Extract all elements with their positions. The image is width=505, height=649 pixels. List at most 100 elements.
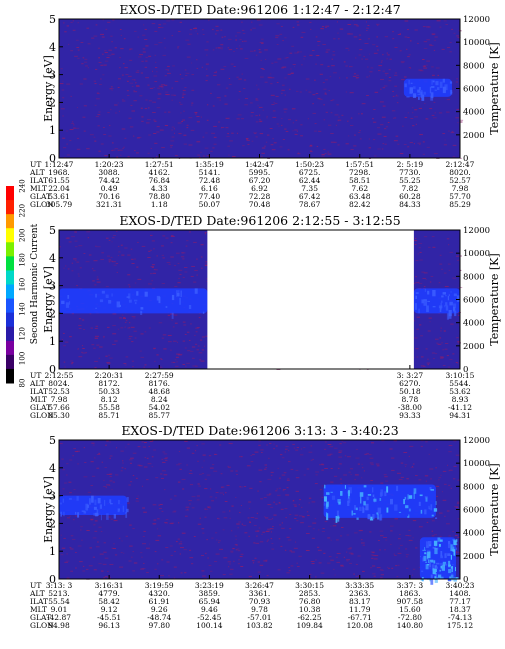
noise-speck <box>405 466 407 467</box>
noise-speck <box>89 547 92 549</box>
emission-pixel <box>430 92 434 99</box>
noise-speck <box>270 83 273 85</box>
noise-speck <box>259 119 261 121</box>
noise-speck <box>349 33 353 35</box>
noise-speck <box>426 39 430 41</box>
noise-speck <box>369 531 372 533</box>
footer-cell: 76.84 <box>149 176 171 185</box>
noise-speck <box>399 50 402 52</box>
noise-speck <box>195 30 197 32</box>
noise-speck <box>279 477 281 479</box>
noise-speck <box>404 464 408 466</box>
noise-speck <box>171 35 173 37</box>
emission-pixel <box>93 512 97 516</box>
emission-pixel <box>448 294 450 297</box>
noise-speck <box>75 515 78 517</box>
noise-speck <box>165 457 168 459</box>
noise-speck <box>66 25 69 27</box>
footer-cell: 15.60 <box>399 605 421 614</box>
noise-speck <box>408 54 411 56</box>
y2-tick-label: 10000 <box>463 459 490 469</box>
emission-pixel <box>452 546 455 552</box>
noise-speck <box>407 56 410 58</box>
noise-speck <box>151 267 154 268</box>
emission-pixel <box>417 89 421 93</box>
noise-speck <box>181 121 183 122</box>
noise-speck <box>335 124 338 126</box>
noise-speck <box>136 85 140 87</box>
noise-speck <box>447 263 451 265</box>
noise-speck <box>322 82 325 84</box>
noise-speck <box>249 521 251 523</box>
noise-speck <box>155 61 157 63</box>
noise-speck <box>135 71 140 73</box>
noise-speck <box>320 572 325 574</box>
noise-speck <box>227 466 231 468</box>
noise-speck <box>110 150 114 152</box>
noise-speck <box>112 313 117 315</box>
noise-speck <box>270 471 274 473</box>
noise-speck <box>123 317 126 319</box>
emission-pixel <box>428 559 430 563</box>
noise-speck <box>325 27 327 28</box>
noise-speck <box>68 241 72 243</box>
noise-speck <box>193 536 196 537</box>
noise-speck <box>264 464 267 466</box>
noise-speck <box>176 252 180 254</box>
colorbar-title: Second Harmonic Current <box>30 223 40 344</box>
y-tick-label: 5 <box>49 13 56 26</box>
noise-speck <box>370 480 373 481</box>
noise-speck <box>228 83 232 85</box>
noise-speck <box>444 330 446 332</box>
noise-speck <box>272 110 276 112</box>
footer-cell: 50.33 <box>98 387 120 396</box>
noise-speck <box>439 254 442 256</box>
emission-pixel <box>424 288 426 292</box>
y2-tick-label: 6000 <box>463 506 485 516</box>
noise-speck <box>128 335 133 337</box>
noise-speck <box>417 142 421 144</box>
noise-speck <box>63 22 65 24</box>
noise-speck <box>160 477 164 479</box>
y2-axis-label: Temperature [K] <box>488 253 501 345</box>
noise-speck <box>84 61 88 63</box>
noise-speck <box>103 337 105 339</box>
emission-pixel <box>372 487 374 493</box>
noise-speck <box>148 446 151 447</box>
noise-speck <box>358 574 360 576</box>
footer-cell: 6.92 <box>251 184 268 193</box>
noise-speck <box>227 561 232 563</box>
noise-speck <box>139 465 143 467</box>
noise-speck <box>206 155 211 157</box>
noise-speck <box>426 146 430 148</box>
colorbar-swatch <box>6 186 14 201</box>
y-axis-label: Energy [eV] <box>42 476 55 543</box>
noise-speck <box>330 141 335 143</box>
noise-speck <box>397 143 400 145</box>
noise-speck <box>243 40 247 42</box>
emission-pixel <box>62 498 64 503</box>
noise-speck <box>74 231 77 233</box>
noise-speck <box>150 249 152 251</box>
noise-speck <box>140 356 145 358</box>
noise-speck <box>137 241 139 243</box>
y-axis-label: Energy [eV] <box>42 55 55 122</box>
noise-speck <box>142 34 146 36</box>
emission-pixel <box>435 574 438 578</box>
noise-speck <box>457 312 461 313</box>
noise-speck <box>315 93 319 94</box>
noise-speck <box>365 21 367 23</box>
noise-speck <box>228 49 233 51</box>
noise-speck <box>83 253 86 254</box>
noise-speck <box>278 502 281 504</box>
noise-speck <box>109 480 113 482</box>
noise-speck <box>186 331 190 333</box>
noise-speck <box>378 70 381 72</box>
noise-speck <box>164 75 167 77</box>
noise-speck <box>348 471 351 473</box>
noise-speck <box>83 105 87 107</box>
noise-speck <box>284 128 287 130</box>
noise-speck <box>367 66 369 68</box>
footer-cell: 4162. <box>149 168 170 177</box>
emission-pixel <box>450 554 452 560</box>
